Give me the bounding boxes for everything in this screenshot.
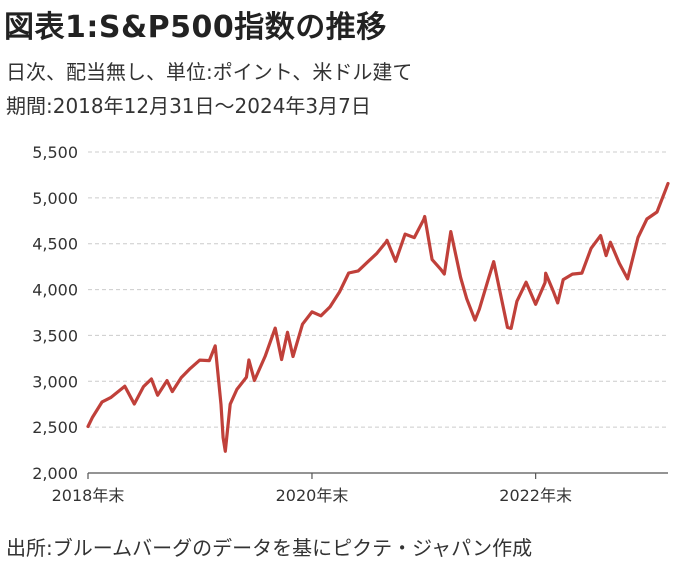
x-tick-label-2: 2022年末: [499, 486, 572, 505]
chart-subtitle-period: 期間:2018年12月31日～2024年3月7日: [6, 94, 371, 118]
y-tick-label-4000: 4,000: [32, 281, 78, 300]
series-layer: [86, 181, 670, 453]
y-tick-label-3500: 3,500: [32, 326, 78, 345]
series-line-sp500: [86, 181, 670, 453]
y-tick-label-2500: 2,500: [32, 418, 78, 437]
y-tick-label-5000: 5,000: [32, 189, 78, 208]
chart-title: 図表1:S&P500指数の推移: [4, 10, 387, 45]
x-axis: [87, 472, 668, 479]
x-tick-label-1: 2020年末: [276, 486, 349, 505]
y-tick-label-2000: 2,000: [32, 464, 78, 483]
y-axis-tick-labels: 2,000 2,500 3,000 3,500 4,000 4,500 5,000 5,500: [32, 143, 78, 483]
y-tick-label-4500: 4,500: [32, 235, 78, 254]
y-tick-label-3000: 3,000: [32, 372, 78, 391]
y-tick-label-5500: 5,500: [32, 143, 78, 162]
gridlines: [88, 151, 668, 428]
source-note: 出所:ブルームバーグのデータを基にピクテ・ジャパン作成: [6, 536, 533, 560]
x-tick-label-0: 2018年末: [52, 486, 125, 505]
x-axis-tick-labels: 2018年末 2020年末 2022年末: [52, 486, 572, 505]
chart-subtitle-units: 日次、配当無し、単位:ポイント、米ドル建て: [6, 60, 413, 84]
